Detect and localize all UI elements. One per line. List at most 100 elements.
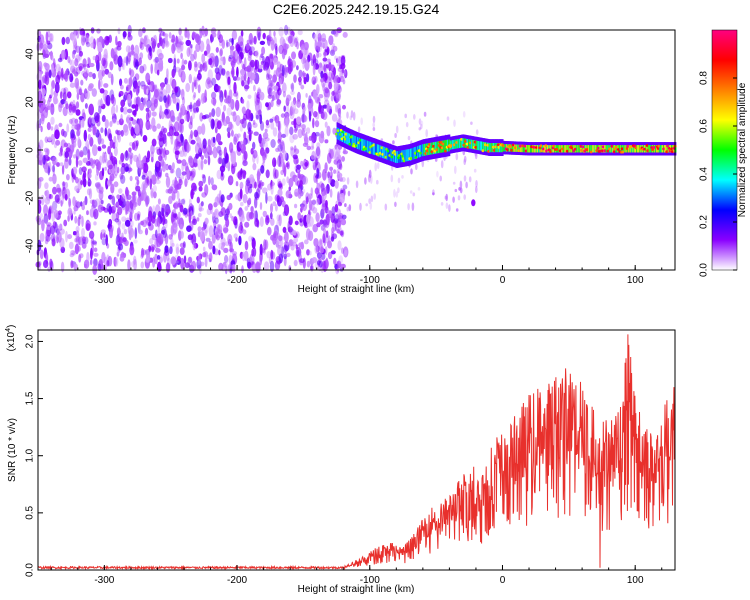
heatmap-cell [64, 181, 69, 189]
heatmap-cell [81, 215, 84, 227]
spectrogram-heatmap [35, 24, 677, 276]
heatmap-cell [261, 46, 266, 55]
heatmap-cell [103, 232, 106, 238]
heatmap-cell [125, 166, 129, 172]
heatmap-cell [71, 103, 77, 114]
heatmap-cell [186, 225, 192, 232]
heatmap-cell [40, 194, 45, 206]
heatmap-cell [150, 151, 154, 161]
heatmap-cell [40, 104, 44, 114]
heatmap-cell [129, 227, 134, 238]
heatmap-cell [448, 204, 451, 212]
heatmap-cell [286, 26, 291, 35]
heatmap-cell [363, 139, 366, 152]
heatmap-cell [43, 162, 49, 173]
heatmap-cell [173, 57, 177, 68]
heatmap-cell [67, 234, 73, 240]
heatmap-cell [191, 81, 195, 93]
heatmap-cell [78, 253, 82, 263]
heatmap-cell [218, 34, 223, 44]
heatmap-cell [324, 88, 329, 94]
heatmap-cell [436, 141, 439, 154]
heatmap-cell [107, 71, 112, 79]
heatmap-cell [444, 140, 446, 153]
heatmap-cell [187, 256, 193, 268]
heatmap-cell [582, 145, 584, 153]
heatmap-cell [604, 145, 606, 153]
heatmap-cell [145, 196, 149, 207]
heatmap-cell [190, 44, 193, 49]
heatmap-cell [364, 177, 367, 185]
heatmap-cell [108, 133, 113, 142]
heatmap-cell [59, 228, 65, 235]
heatmap-cell [259, 179, 263, 190]
heatmap-cell [89, 158, 94, 164]
heatmap-cell [459, 180, 463, 190]
heatmap-cell [293, 97, 297, 106]
heatmap-cell [104, 52, 109, 62]
heatmap-cell [176, 134, 182, 145]
heatmap-cell [159, 105, 163, 116]
heatmap-cell [322, 219, 327, 226]
heatmap-cell [296, 99, 300, 104]
heatmap-cell [160, 158, 165, 167]
heatmap-cell [206, 43, 211, 54]
heatmap-cell [261, 181, 265, 187]
heatmap-cell [215, 71, 221, 81]
heatmap-cell [202, 138, 207, 149]
heatmap-cell [212, 97, 217, 107]
heatmap-cell [344, 203, 347, 208]
heatmap-cell [192, 218, 197, 226]
heatmap-cell [500, 143, 502, 153]
heatmap-cell [202, 246, 206, 252]
heatmap-cell [475, 129, 479, 136]
heatmap-cell [146, 99, 152, 109]
heatmap-cell [577, 145, 579, 153]
heatmap-cell [225, 208, 231, 216]
heatmap-cell [178, 27, 182, 36]
heatmap-cell [444, 140, 447, 152]
heatmap-cell [80, 79, 84, 86]
spectrogram-x-axis: -300 -200 -100 0 100 [50, 265, 663, 286]
heatmap-cell [36, 217, 42, 226]
heatmap-cell [83, 129, 88, 142]
heatmap-cell [218, 89, 223, 94]
heatmap-cell [566, 145, 569, 153]
colorbar-tick-label: 0.4 [699, 167, 710, 181]
heatmap-cell [169, 168, 174, 174]
heatmap-cell [115, 201, 120, 207]
heatmap-cell [169, 246, 173, 255]
heatmap-cell [113, 203, 117, 211]
heatmap-cell [303, 41, 309, 51]
heatmap-cell [196, 217, 200, 222]
heatmap-cell [62, 181, 65, 192]
heatmap-cell [203, 159, 208, 165]
heatmap-cell [60, 49, 66, 60]
heatmap-cell [92, 55, 96, 61]
heatmap-cell [661, 145, 663, 153]
heatmap-cell [68, 205, 72, 214]
heatmap-cell [116, 252, 120, 257]
heatmap-cell [283, 165, 287, 178]
heatmap-cell [158, 145, 163, 155]
heatmap-cell [308, 211, 312, 216]
heatmap-cell [290, 83, 293, 90]
heatmap-cell [270, 217, 275, 226]
heatmap-cell [375, 143, 377, 156]
heatmap-cell [88, 173, 92, 179]
heatmap-cell [203, 50, 208, 56]
heatmap-cell [41, 40, 47, 51]
heatmap-cell [595, 145, 597, 153]
heatmap-cell [74, 238, 78, 243]
heatmap-cell [286, 176, 290, 184]
heatmap-cell [164, 77, 168, 85]
heatmap-cell [306, 145, 312, 151]
heatmap-cell [283, 204, 290, 217]
heatmap-cell [114, 257, 119, 267]
heatmap-cell [546, 145, 549, 153]
heatmap-cell [283, 244, 288, 253]
heatmap-cell [93, 247, 98, 253]
heatmap-cell [277, 188, 283, 197]
heatmap-cell [286, 94, 292, 102]
heatmap-cell [290, 107, 295, 115]
